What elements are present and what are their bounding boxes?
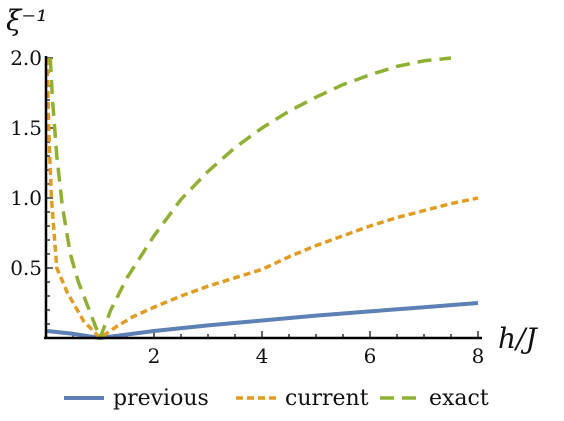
y-tick-label: 0.5 bbox=[10, 256, 42, 280]
y-tick-label: 2.0 bbox=[10, 46, 42, 70]
series-line-current bbox=[45, 57, 479, 340]
legend: previous current exact bbox=[64, 386, 489, 411]
legend-label-current: current bbox=[285, 386, 369, 411]
x-tick-label: 4 bbox=[256, 344, 269, 368]
legend-label-previous: previous bbox=[113, 386, 209, 411]
tick-labels: 2 4 6 8 0.5 1.0 1.5 2.0 bbox=[10, 46, 484, 368]
x-tick-label: 8 bbox=[472, 344, 485, 368]
y-tick-label: 1.0 bbox=[10, 186, 42, 210]
series-line-previous bbox=[46, 301, 479, 340]
x-tick-label: 2 bbox=[148, 344, 161, 368]
x-tick-label: 6 bbox=[364, 344, 377, 368]
x-axis-label: h/J bbox=[498, 322, 538, 355]
major-ticks bbox=[46, 57, 479, 338]
y-axis-label: ξ⁻¹ bbox=[6, 4, 47, 37]
y-tick-label: 1.5 bbox=[10, 116, 42, 140]
legend-label-exact: exact bbox=[429, 386, 489, 411]
minor-ticks bbox=[46, 71, 452, 338]
series-line-exact bbox=[48, 56, 452, 340]
series-lines bbox=[45, 56, 479, 340]
